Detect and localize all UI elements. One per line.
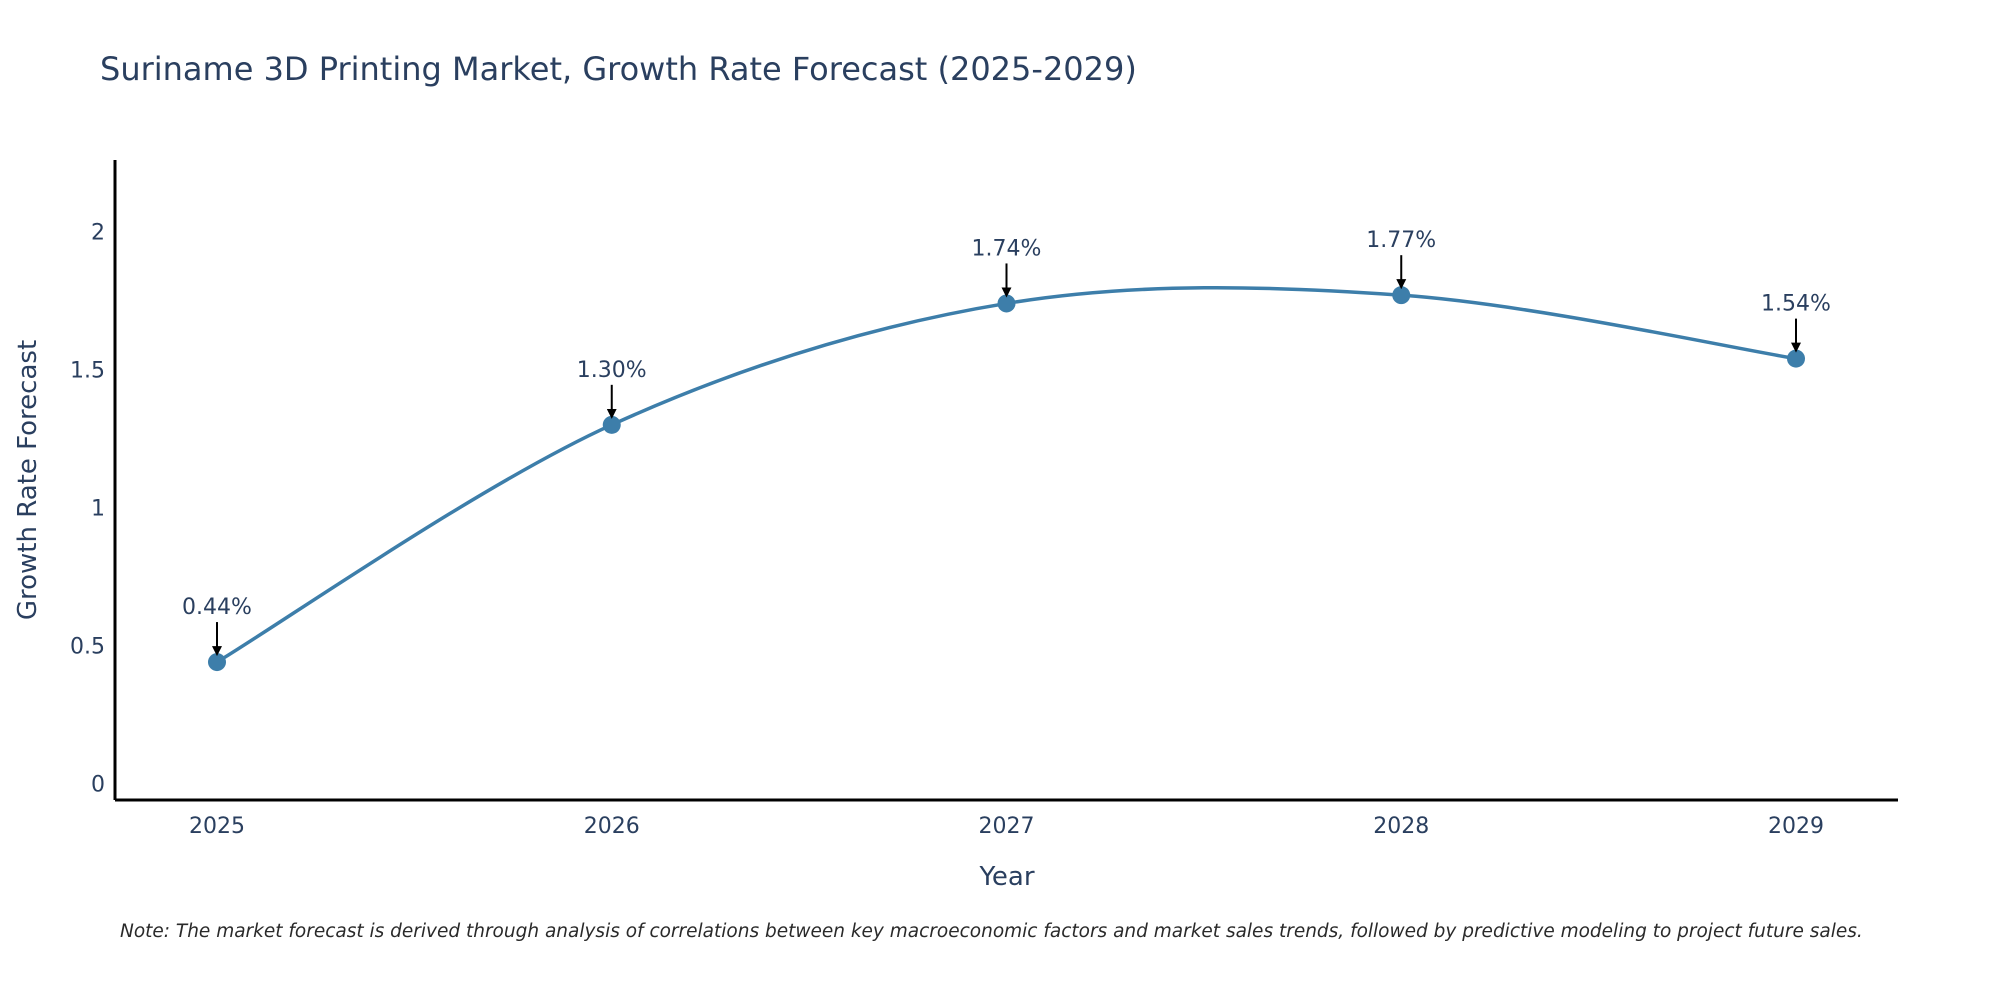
data-label: 1.54% <box>1761 292 1831 317</box>
series-line <box>216 285 1797 664</box>
forecast-note: Note: The market forecast is derived thr… <box>120 921 1863 942</box>
data-point-2029 <box>1787 349 1805 368</box>
y-tick-label: 0 <box>91 772 105 797</box>
chart-title: Suriname 3D Printing Market, Growth Rate… <box>100 50 1137 88</box>
y-axis-ticks: 0 0.5 1 1.5 2 <box>70 221 105 798</box>
data-label: 0.44% <box>182 595 252 620</box>
x-tick-label: 2029 <box>1768 814 1824 839</box>
data-label: 1.77% <box>1366 228 1436 253</box>
x-tick-label: 2025 <box>189 814 245 839</box>
data-label-annotations: 0.44% 1.30% 1.74% 1.77% 1.54% <box>182 228 1831 657</box>
y-tick-label: 1 <box>91 497 105 522</box>
x-tick-label: 2027 <box>979 814 1035 839</box>
x-axis-title: Year <box>978 862 1034 892</box>
y-tick-label: 1.5 <box>70 359 105 384</box>
y-tick-label: 2 <box>91 221 105 246</box>
x-tick-label: 2026 <box>584 814 640 839</box>
data-label: 1.30% <box>577 358 647 383</box>
x-tick-label: 2028 <box>1373 814 1429 839</box>
data-points <box>208 286 1805 672</box>
data-point-2028 <box>1392 286 1411 305</box>
data-point-2026 <box>602 415 621 434</box>
data-label: 1.74% <box>972 236 1042 261</box>
data-point-2027 <box>997 294 1016 313</box>
y-axis-title: Growth Rate Forecast <box>13 340 43 620</box>
data-point-2025 <box>208 653 226 672</box>
y-tick-label: 0.5 <box>70 635 105 660</box>
x-axis-ticks: 2025 2026 2027 2028 2029 <box>189 814 1824 839</box>
